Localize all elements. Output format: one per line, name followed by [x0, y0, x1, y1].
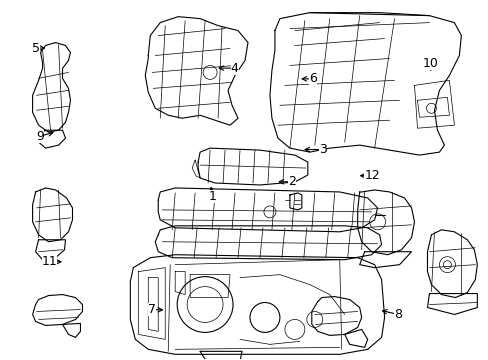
Text: 9: 9	[36, 130, 43, 143]
Text: 7: 7	[147, 303, 156, 316]
Text: 10: 10	[422, 57, 438, 70]
Text: 5: 5	[32, 41, 40, 54]
Text: 2: 2	[288, 175, 296, 188]
Text: 12: 12	[364, 169, 379, 182]
Text: 11: 11	[41, 255, 57, 268]
Text: 8: 8	[393, 308, 401, 321]
Text: 6: 6	[308, 72, 316, 85]
Text: 4: 4	[230, 62, 238, 75]
Text: 1: 1	[208, 190, 216, 203]
Text: 3: 3	[318, 143, 326, 156]
